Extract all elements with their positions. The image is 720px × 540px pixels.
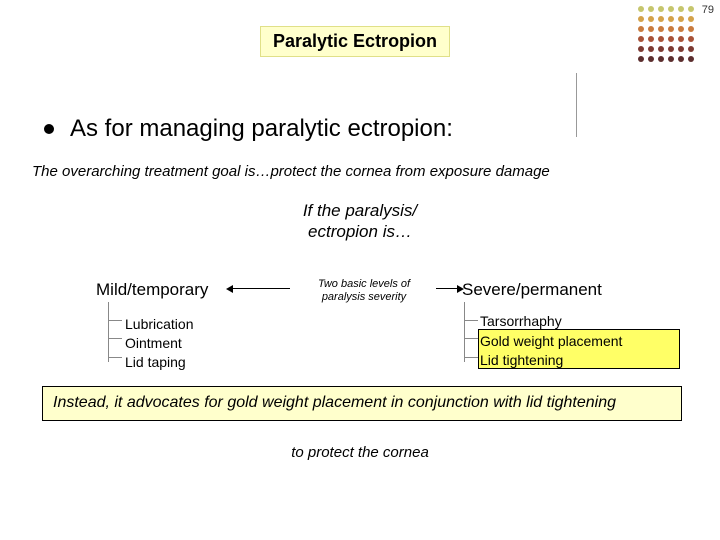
tree-connector-mild [108, 302, 126, 364]
list-item: Lubrication [125, 315, 194, 334]
center-caption: Two basic levels of paralysis severity [294, 278, 434, 304]
protect-text: to protect the cornea [0, 444, 720, 461]
severe-list: Tarsorrhaphy Gold weight placement Lid t… [480, 312, 622, 371]
caption-line-1: Two basic levels of [318, 278, 410, 290]
bullet-icon [44, 124, 54, 134]
list-item: Tarsorrhaphy [480, 312, 622, 332]
if-line-2: ectropion is… [308, 222, 412, 241]
mild-list: Lubrication Ointment Lid taping [125, 315, 194, 372]
list-item: Ointment [125, 334, 194, 353]
list-item: Gold weight placement [480, 332, 622, 352]
bullet-text: As for managing paralytic ectropion: [70, 115, 453, 143]
page-number: 79 [702, 4, 714, 16]
arrow-right-icon [436, 288, 458, 289]
severe-label: Severe/permanent [462, 280, 602, 300]
divider-bar [576, 73, 577, 137]
arrow-left-icon [232, 288, 290, 289]
overarching-text: The overarching treatment goal is…protec… [32, 163, 550, 180]
if-line-1: If the paralysis/ [303, 201, 417, 220]
if-paralysis-text: If the paralysis/ ectropion is… [0, 200, 720, 243]
list-item: Lid tightening [480, 351, 622, 371]
slide-title: Paralytic Ectropion [260, 26, 450, 57]
caption-line-2: paralysis severity [322, 291, 406, 303]
callout-box: Instead, it advocates for gold weight pl… [42, 386, 682, 421]
bullet-row: As for managing paralytic ectropion: [44, 115, 453, 143]
list-item: Lid taping [125, 353, 194, 372]
mild-label: Mild/temporary [96, 280, 208, 300]
decorative-dot-grid [638, 6, 696, 64]
